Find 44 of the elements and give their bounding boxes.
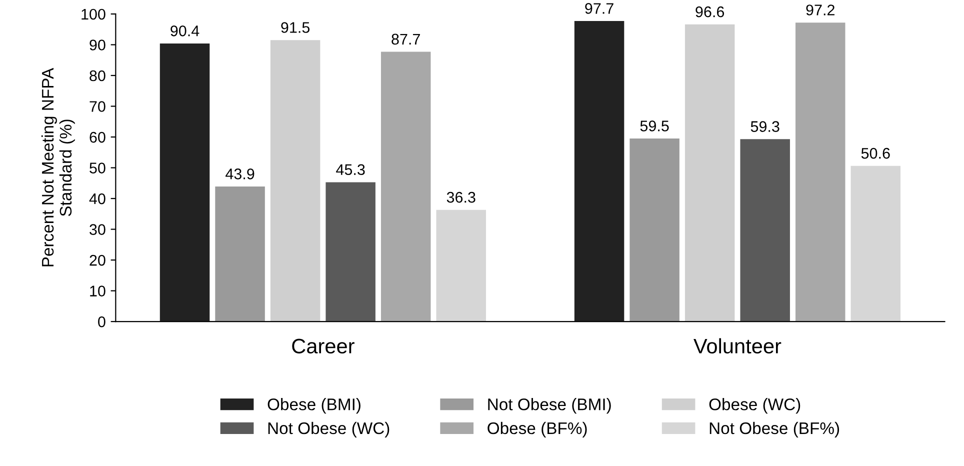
- y-tick-label: 20: [90, 254, 106, 266]
- data-label: 96.6: [696, 6, 724, 18]
- bar: [850, 166, 901, 322]
- legend-label: Not Obese (BMI): [488, 398, 611, 414]
- x-tick-label: Volunteer: [694, 338, 782, 354]
- y-axis-title: Percent Not Meeting NFPA Standard (%): [41, 68, 75, 266]
- data-label: 91.5: [281, 22, 310, 33]
- y-tick-label: 0: [98, 316, 106, 328]
- data-label: 50.6: [861, 148, 890, 159]
- data-label: 59.3: [750, 121, 780, 132]
- legend-label: Not Obese (WC): [268, 422, 390, 438]
- y-tick-label: 30: [90, 224, 106, 235]
- bar: [270, 40, 320, 322]
- y-tick-label: 100: [82, 8, 106, 20]
- bar: [160, 44, 210, 322]
- y-tick-label: 90: [90, 40, 106, 50]
- data-label: 97.2: [806, 4, 834, 16]
- legend-label: Not Obese (BF%): [710, 422, 840, 438]
- bar: [380, 52, 431, 322]
- bar: [326, 182, 376, 322]
- y-tick-label: 10: [90, 286, 106, 296]
- legend-label: Obese (WC): [709, 398, 800, 414]
- bar: [215, 186, 265, 322]
- bar: [684, 24, 735, 322]
- legend-label: Obese (BF%): [488, 422, 587, 438]
- bar: [574, 21, 624, 322]
- data-label: 59.5: [640, 120, 669, 132]
- y-tick-label: 70: [90, 101, 106, 112]
- data-label: 43.9: [226, 168, 254, 180]
- bar: [740, 139, 790, 322]
- data-label: 87.7: [392, 34, 420, 45]
- y-tick-label: 80: [90, 70, 106, 82]
- data-label: 36.3: [446, 192, 476, 203]
- x-tick-label: Career: [292, 338, 354, 354]
- legend-label: Obese (BMI): [268, 398, 360, 414]
- bar: [436, 210, 486, 322]
- y-tick-label: 60: [90, 132, 106, 143]
- bar: [795, 22, 846, 322]
- y-tick-label: 50: [90, 162, 106, 174]
- data-label: 45.3: [336, 164, 365, 176]
- data-label: 90.4: [170, 26, 200, 36]
- data-label: 97.7: [585, 3, 614, 14]
- y-tick-label: 40: [89, 193, 106, 204]
- bar: [630, 138, 680, 322]
